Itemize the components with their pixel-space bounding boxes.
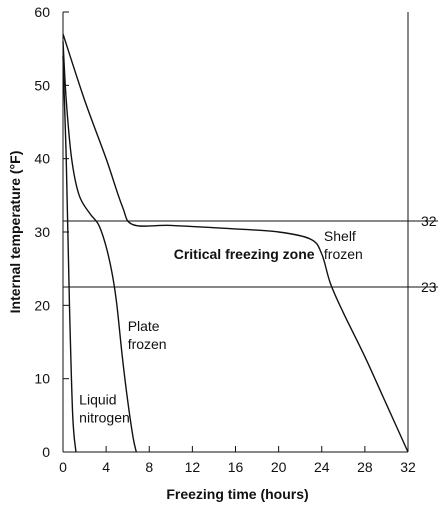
y-tick-label: 60	[34, 4, 50, 20]
annotation-line: frozen	[324, 246, 363, 262]
x-tick-label: 12	[185, 459, 201, 475]
x-tick-label: 4	[102, 459, 110, 475]
critical-zone-label: Critical freezing zone	[174, 246, 315, 262]
x-tick-label: 8	[145, 459, 153, 475]
series-line-shelf-frozen	[63, 34, 408, 452]
y-tick-label: 20	[34, 297, 50, 313]
annotation-line: Liquid	[79, 391, 116, 407]
reference-line-label: 23	[421, 279, 437, 295]
x-tick-label: 32	[400, 459, 416, 475]
x-tick-label: 16	[228, 459, 244, 475]
annotation-line: frozen	[128, 336, 167, 352]
reference-line-label: 32	[421, 213, 437, 229]
x-tick-label: 24	[314, 459, 330, 475]
series-line-liquid-nitrogen	[63, 56, 76, 452]
annotation-line: nitrogen	[79, 409, 130, 425]
annotation-plate-frozen: Plate frozen	[128, 318, 167, 352]
x-tick-label: 20	[271, 459, 287, 475]
annotation-line: Shelf	[324, 228, 356, 244]
y-axis-title: Internal temperature (°F)	[7, 151, 23, 314]
annotation-shelf-frozen: Shelf frozen	[324, 228, 363, 262]
x-tick-label: 28	[357, 459, 373, 475]
annotation-line: Plate	[128, 318, 160, 334]
y-tick-label: 50	[34, 77, 50, 93]
x-axis-title: Freezing time (hours)	[166, 486, 308, 502]
y-tick-label: 0	[42, 444, 50, 460]
x-tick-label: 0	[59, 459, 67, 475]
y-tick-label: 40	[34, 151, 50, 167]
annotation-liquid-nitrogen: Liquid nitrogen	[79, 391, 130, 425]
y-tick-label: 10	[34, 371, 50, 387]
y-tick-label: 30	[34, 224, 50, 240]
